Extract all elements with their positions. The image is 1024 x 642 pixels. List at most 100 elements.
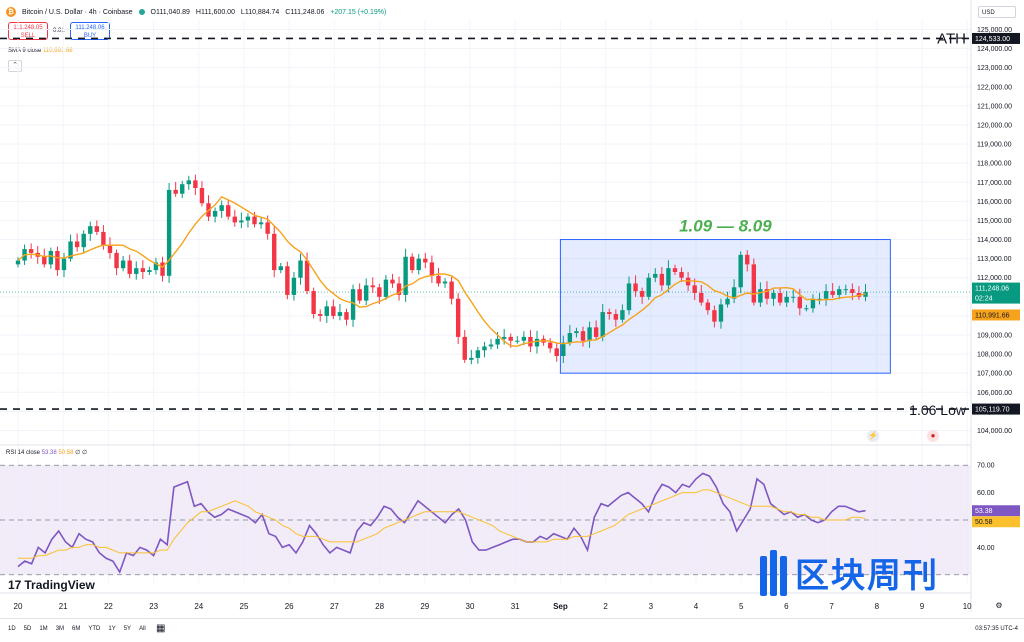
sma-legend[interactable]: SMA 9 close 110,991.66 [8,48,73,54]
ath-price-tag-bg [972,32,1020,44]
candle-body [718,304,724,322]
candle-body [633,283,638,292]
rsi-sma-value-tag: 50.58 [975,519,993,526]
candlestick-series [15,174,868,365]
candle-body [692,285,697,293]
candle-body [193,180,198,188]
candle-body [101,231,106,246]
rsi-value-tag-bg [972,505,1020,517]
candle-body [791,296,796,298]
candle-body [797,296,803,309]
time-tick-label: 20 [14,602,23,611]
collapse-legend-icon[interactable]: ⌃ [8,60,22,72]
time-tick-label: 31 [511,602,520,611]
timeframe-button-6m[interactable]: 6M [72,626,81,632]
candle-body [666,268,671,286]
candle-body [416,258,421,271]
price-tick-label: 121,000.00 [977,103,1012,110]
time-axis[interactable]: 20 21 22 23 24 25 26 27 28 29 30 31 Sep 2 3 4 5 6 7 8 9 10 [0,592,972,611]
candle-body [291,277,297,295]
price-tick-label: 123,000.00 [977,65,1012,72]
timeframe-button-all[interactable]: All [139,626,146,632]
us-flag-icon[interactable]: ● [927,430,939,442]
timezone-label[interactable]: 03:57:35 UTC-4 [975,626,1018,632]
candle-body [212,210,218,217]
sma-series [17,196,866,347]
candle-body [396,283,402,295]
currency-selector[interactable]: USD [978,6,1016,18]
candle-body [173,189,178,194]
tradingview-mark-icon: 17 [8,578,22,592]
price-tick-label: 125,000.00 [977,27,1012,34]
candle-body [482,346,487,351]
candle-body [495,338,500,345]
candle-body [804,308,809,310]
watermark: 区块周刊 [760,548,939,597]
candle-body [423,258,428,263]
low-annotation: 1.06 Low [909,402,967,418]
candle-body [390,279,395,284]
low-price-tag-bg [972,403,1020,415]
candle-body [285,266,290,295]
candle-body [659,273,665,286]
candle-body [587,327,592,341]
sma-legend-value: 110,991.66 [43,48,73,54]
candle-body [475,350,481,358]
candle-body [508,336,513,341]
candle-body [593,327,599,337]
current-price-tag: 111,248.06 [975,286,1009,293]
date-range-icon[interactable]: ▦ [156,623,166,634]
candle-body [160,262,165,276]
timeframe-button-3m[interactable]: 3M [55,626,65,632]
rsi-legend[interactable]: RSI 14 close 53.38 50.58 ∅ ∅ [6,449,87,456]
bottom-toolbar: 1D 5D 1M 3M 6M YTD 1Y 5Y All ▦ 03:57:35 UTC-4 [0,618,1024,642]
buy-button[interactable]: 111,248.06 BUY [70,22,110,40]
sell-button[interactable]: 111,248.05 SELL [8,22,48,40]
candle-body [304,260,310,292]
time-tick-label: 7 [829,602,834,611]
candle-body [712,310,717,322]
symbol-title[interactable]: Bitcoin / U.S. Dollar · 4h · Coinbase [22,8,133,16]
candle-body [337,312,343,316]
candle-body [554,348,559,356]
price-axis[interactable]: 104,000.00105,000.00106,000.00107,000.00… [970,0,1012,612]
timeframe-button-5y[interactable]: 5Y [123,626,132,632]
buy-price: 111,248.06 [75,25,105,31]
range-box-rect [559,239,891,374]
candle-body [850,289,855,293]
candle-body [626,283,632,311]
time-tick-label: 25 [240,602,249,611]
candle-body [436,275,441,284]
timeframe-button-1d[interactable]: 1D [8,626,16,632]
sell-label: SELL [20,33,36,39]
candle-body [166,189,172,276]
timeframe-button-1y[interactable]: 1Y [108,626,116,632]
candle-body [449,281,454,299]
price-tick-label: 117,000.00 [977,180,1012,187]
price-tick-label: 108,000.00 [977,352,1012,359]
candle-body [344,312,349,320]
candle-body [318,314,323,316]
ath-price-tag: 124,533.00 [975,36,1010,43]
candle-body [370,285,375,288]
tradingview-logo[interactable]: 17 TradingView [8,578,95,592]
candle-body [758,289,763,303]
settings-gear-icon[interactable]: ⚙ [995,601,1003,610]
candle-body [48,251,54,265]
candle-body [265,222,270,234]
timeframe-button-ytd[interactable]: YTD [88,626,101,632]
timeframe-button-5d[interactable]: 5D [23,626,32,632]
candle-body [331,306,336,316]
price-tick-label: 109,000.00 [977,333,1012,340]
candle-body [738,254,743,288]
price-tags: 124,533.00 111,248.06 02:24 110,991.66 105,1… [972,32,1020,528]
candle-body [725,298,730,305]
candle-body [501,336,507,339]
lightning-icon[interactable]: ⚡ [867,430,879,442]
timeframe-button-1m[interactable]: 1M [39,626,48,632]
low-price-tag: 105,119.70 [975,407,1010,414]
change-value: +207.15 (+0.19%) [330,8,387,16]
candle-body [278,266,283,271]
candle-body [88,226,93,234]
